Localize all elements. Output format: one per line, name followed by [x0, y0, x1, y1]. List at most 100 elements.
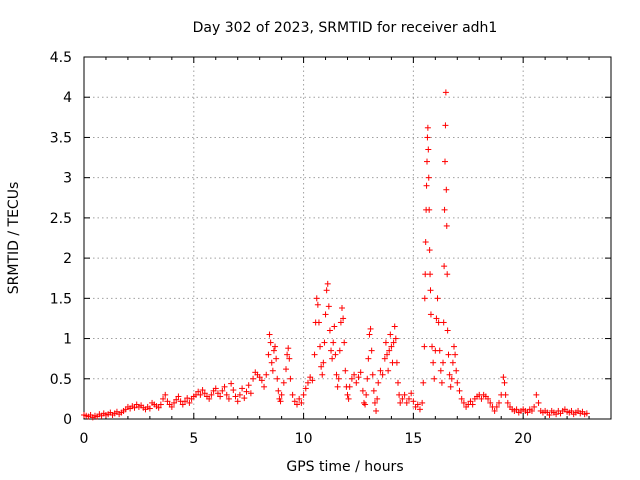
data-point [427, 271, 434, 278]
data-point [504, 399, 511, 406]
data-point [408, 390, 415, 397]
data-point [283, 366, 290, 373]
data-point [184, 395, 191, 402]
data-point [243, 388, 250, 395]
data-point [423, 182, 430, 189]
data-point [146, 405, 153, 412]
data-point [438, 379, 445, 386]
data-point [388, 343, 395, 350]
y-tick-label: 2 [63, 251, 72, 267]
data-point [446, 371, 453, 378]
x-axis-label: GPS time / hours [286, 459, 403, 475]
data-point [367, 325, 374, 332]
data-point [309, 377, 316, 384]
axis-ticks [83, 56, 611, 420]
data-point [270, 347, 277, 354]
y-tick-label: 0.5 [50, 372, 72, 388]
data-point [485, 395, 492, 402]
data-point [160, 395, 167, 402]
data-point [502, 391, 509, 398]
data-point [535, 399, 542, 406]
data-point [258, 377, 265, 384]
x-tick-label: 20 [514, 431, 532, 447]
data-point [353, 379, 360, 386]
data-point [321, 339, 328, 346]
data-point [393, 359, 400, 366]
plot-frame [83, 56, 612, 420]
data-point [365, 355, 372, 362]
data-point [331, 323, 338, 330]
data-point [269, 367, 276, 374]
data-point [450, 343, 457, 350]
data-point [441, 263, 448, 270]
data-point [342, 367, 349, 374]
data-point [437, 367, 444, 374]
data-point [157, 401, 164, 408]
data-point [469, 401, 476, 408]
data-point [423, 158, 430, 165]
data-point [426, 206, 433, 213]
data-point [424, 124, 431, 131]
data-point [239, 385, 246, 392]
data-point [175, 393, 182, 400]
data-point [333, 371, 340, 378]
chart-title: Day 302 of 2023, SRMTID for receiver adh… [193, 20, 498, 36]
data-point [336, 347, 343, 354]
data-point [435, 319, 442, 326]
data-point [214, 390, 221, 397]
data-point [234, 398, 241, 405]
data-point [429, 343, 436, 350]
data-point [293, 401, 300, 408]
y-tick-label: 1 [63, 332, 72, 348]
data-point [430, 359, 437, 366]
data-point [375, 379, 382, 386]
data-point [225, 395, 232, 402]
data-point [425, 174, 432, 181]
data-point [458, 395, 465, 402]
data-point [369, 371, 376, 378]
data-point [332, 351, 339, 358]
data-point [385, 367, 392, 374]
data-point [296, 395, 303, 402]
data-point [382, 339, 389, 346]
data-point [405, 395, 412, 402]
data-point [441, 206, 448, 213]
data-point [443, 222, 450, 229]
data-point [377, 367, 384, 374]
data-point [291, 398, 298, 405]
data-point [425, 146, 432, 153]
data-point [302, 385, 309, 392]
data-point [335, 375, 342, 382]
data-point [366, 331, 373, 338]
x-tick-label: 5 [189, 431, 198, 447]
data-point [344, 391, 351, 398]
data-point [320, 359, 327, 366]
data-point [334, 383, 341, 390]
x-tick-label: 0 [80, 431, 89, 447]
data-point [339, 304, 346, 311]
y-tick-label: 3 [63, 171, 72, 187]
data-point [328, 347, 335, 354]
data-point [230, 387, 237, 394]
data-point [323, 287, 330, 294]
data-point [245, 382, 252, 389]
data-point [298, 399, 305, 406]
y-tick-label: 4 [63, 90, 72, 106]
data-point [449, 359, 456, 366]
data-point [274, 375, 281, 382]
data-point [568, 407, 575, 414]
data-point [250, 375, 257, 382]
data-point [460, 399, 467, 406]
data-point [452, 351, 459, 358]
data-point [386, 347, 393, 354]
data-point [326, 327, 333, 334]
data-point [420, 379, 427, 386]
x-tick-label: 15 [404, 431, 422, 447]
data-point [374, 395, 381, 402]
data-point [467, 398, 474, 405]
data-point [340, 315, 347, 322]
data-point [528, 407, 535, 414]
y-tick-label: 1.5 [50, 291, 72, 307]
data-point [131, 404, 138, 411]
data-point [228, 380, 235, 387]
